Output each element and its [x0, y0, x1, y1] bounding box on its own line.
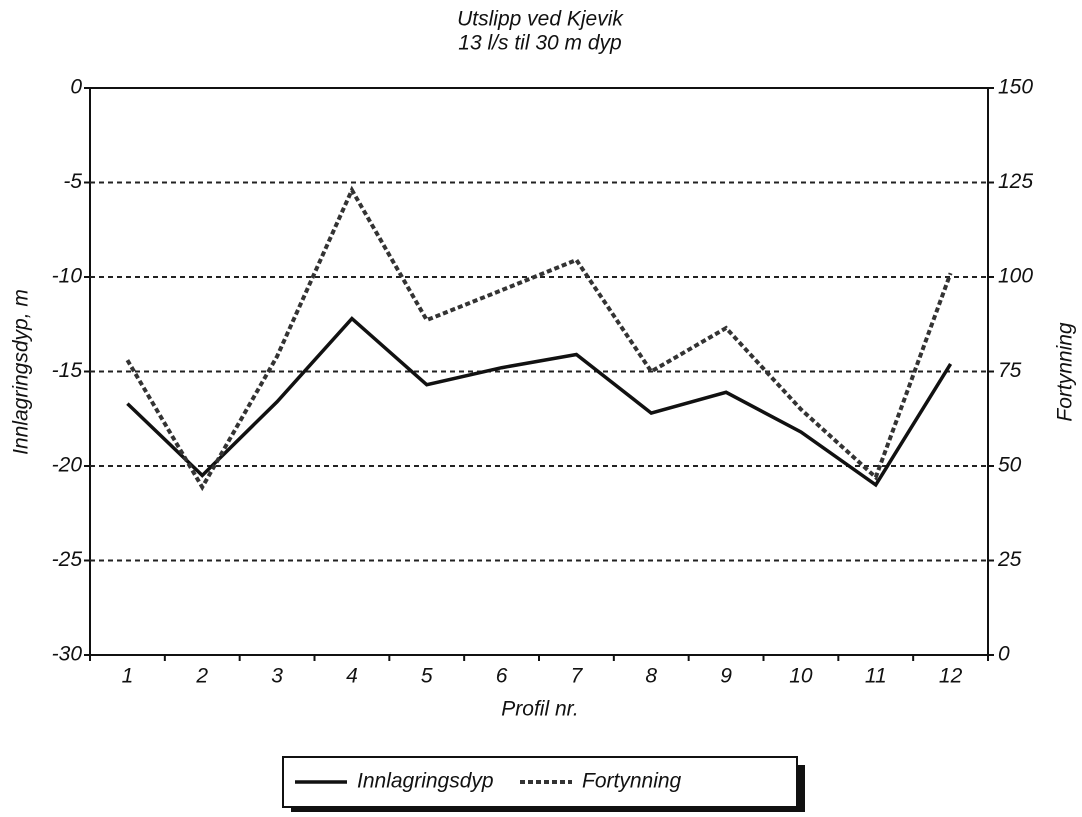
x-tick-label: 7 [571, 665, 584, 688]
x-tick-label: 2 [195, 665, 208, 688]
y-axis-label: Innlagringsdyp, m [10, 289, 33, 455]
y-tick-label: -5 [63, 170, 82, 193]
x-tick-label: 11 [865, 665, 887, 688]
x-tick-label: 10 [789, 665, 813, 688]
x-tick-label: 12 [939, 665, 963, 688]
y2-tick-label: 125 [998, 170, 1033, 193]
chart-title: Utslipp ved Kjevik [457, 8, 624, 31]
y-tick-label: -10 [52, 265, 83, 288]
chart-subtitle: 13 l/s til 30 m dyp [458, 32, 621, 55]
x-tick-label: 8 [645, 665, 657, 688]
x-axis-label: Profil nr. [501, 698, 578, 721]
y2-tick-label: 75 [998, 359, 1022, 382]
x-tick-label: 1 [122, 665, 134, 688]
x-tick-label: 6 [496, 665, 508, 688]
y-tick-label: 0 [70, 76, 82, 99]
y-tick-label: -30 [52, 643, 83, 666]
series-line [125, 185, 953, 492]
series-line [126, 316, 953, 488]
plot-frame [89, 87, 989, 656]
x-tick-label: 4 [346, 665, 358, 688]
y2-tick-label: 25 [997, 548, 1022, 571]
x-tick-label: 3 [271, 665, 283, 688]
x-tick-label: 9 [720, 665, 732, 688]
y2-tick-label: 0 [998, 643, 1010, 666]
y2-axis-label: Fortynning [1054, 322, 1077, 422]
y2-tick-label: 150 [998, 76, 1033, 99]
legend-label: Fortynning [582, 770, 682, 793]
y-tick-label: -25 [52, 548, 83, 571]
y-tick-label: -20 [52, 454, 83, 477]
legend-label: Innlagringsdyp [357, 770, 494, 793]
y2-tick-label: 50 [998, 454, 1022, 477]
x-tick-label: 5 [421, 665, 433, 688]
y2-tick-label: 100 [998, 265, 1033, 288]
y-tick-label: -15 [52, 359, 83, 382]
